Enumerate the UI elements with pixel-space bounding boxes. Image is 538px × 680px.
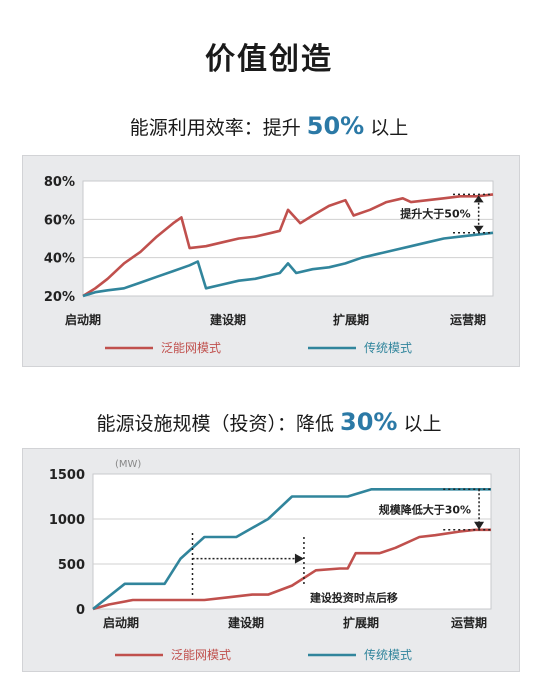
- chart1-ytick-label: 60%: [44, 213, 75, 228]
- section2-prefix: 能源设施规模（投资）：降低: [96, 413, 334, 435]
- chart2-ytick-label: 0: [76, 603, 85, 618]
- chart1-xtick-label: 建设期: [209, 312, 246, 327]
- chart2-annotation-gap-label: 规模降低大于30%: [379, 503, 471, 517]
- section1-highlight: 50%: [306, 112, 365, 140]
- page-title: 价值创造: [205, 42, 333, 77]
- chart1-annotation-arrowhead-up: [473, 195, 484, 203]
- chart1-ytick-label: 40%: [44, 252, 75, 267]
- chart2-series-smart-grid-line: [92, 528, 491, 611]
- chart1-annotation-label: 提升大于50%: [400, 207, 470, 221]
- chart1-annotation-arrowhead-down: [473, 225, 484, 233]
- section2-heading: 能源设施规模（投资）：降低 30% 以上: [0, 408, 538, 436]
- chart1-plot-area: [82, 180, 494, 297]
- chart2-annotation-shift-arrowhead: [294, 553, 304, 564]
- chart2-annotation-shift-label: 建设投资时点后移: [310, 591, 398, 605]
- chart1-xtick-label: 运营期: [450, 312, 486, 327]
- chart2-xtick-label: 运营期: [451, 615, 487, 630]
- chart2-annotation-gap-arrowhead: [474, 521, 485, 530]
- chart1-series-traditional-line: [82, 231, 494, 298]
- chart1-panel: 80% 60% 40% 20% 启动期 建设期 扩展期 运营期泛能网模式 传统模式 提升大于50%: [22, 155, 520, 367]
- chart2-xtick-label: 扩展期: [343, 615, 379, 630]
- section1-heading: 能源利用效率：提升 50% 以上: [0, 112, 538, 140]
- chart1-ytick-label: 20%: [44, 290, 75, 305]
- chart2-series-traditional-line: [92, 488, 491, 611]
- chart2-legend-label: 传统模式: [364, 647, 412, 662]
- section2-highlight: 30%: [340, 408, 398, 436]
- section2-suffix: 以上: [403, 413, 442, 435]
- section1-prefix: 能源利用效率：提升: [129, 117, 301, 139]
- chart2-legend-label: 泛能网模式: [171, 648, 231, 662]
- chart2-xtick-label: 建设期: [227, 615, 264, 630]
- chart1-xtick-label: 启动期: [65, 312, 101, 327]
- chart2-ytick-label: 500: [58, 558, 85, 573]
- chart1-legend-label: 泛能网模式: [161, 341, 221, 355]
- chart2-ytick-label: 1000: [49, 513, 85, 528]
- chart1-legend-label: 传统模式: [364, 340, 412, 355]
- chart2-xtick-label: 启动期: [103, 615, 139, 630]
- chart1-ytick-label: 80%: [44, 175, 75, 190]
- chart2-unit-label: (MW): [115, 459, 141, 470]
- chart2-panel: (MW) 1500 1000 500 0 启动期 建设期 扩展期 运营期泛能网模式 传统模式 规模降…: [22, 448, 520, 672]
- section1-suffix: 以上: [370, 117, 409, 139]
- chart1-xtick-label: 扩展期: [333, 312, 369, 327]
- chart2-ytick-label: 1500: [49, 468, 85, 483]
- chart2-plot-area: [92, 473, 492, 610]
- chart1-series-smart-grid-line: [82, 193, 494, 298]
